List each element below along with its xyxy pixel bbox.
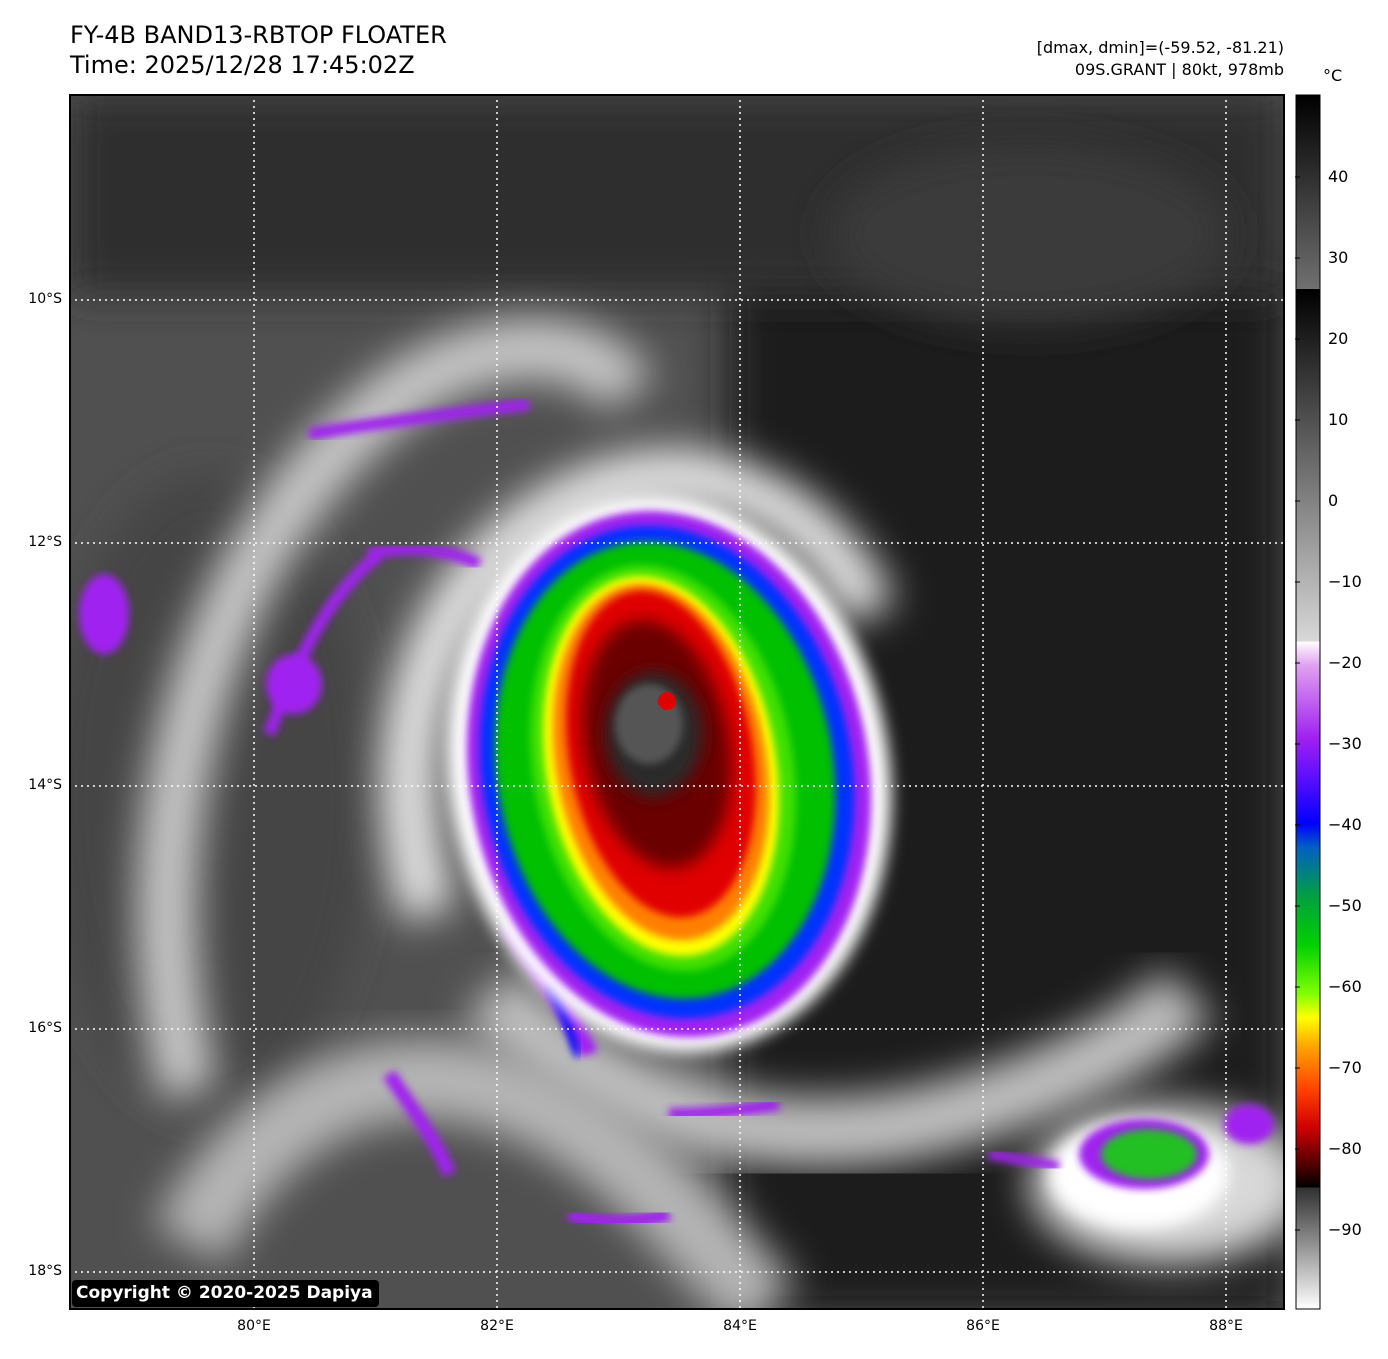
colorbar-tick-m50: −50 — [1328, 896, 1362, 915]
lon-label-84e: 84°E — [723, 1318, 757, 1334]
rainband-west — [136, 319, 654, 1102]
map-frame — [69, 94, 1285, 1310]
colorbar-tick-10: 10 — [1328, 410, 1349, 429]
eye-hot-tower — [658, 692, 676, 710]
colorbar-tick-m20: −20 — [1328, 653, 1362, 672]
graticule — [69, 94, 1285, 1310]
colorbar-tick-m90: −90 — [1328, 1220, 1362, 1239]
copyright-badge: Copyright © 2020-2025 Dapiya — [72, 1280, 379, 1307]
lon-label-88e: 88°E — [1209, 1318, 1243, 1334]
colorbar-tick-m80: −80 — [1328, 1139, 1362, 1158]
colorbar-tick-0: 0 — [1328, 491, 1339, 510]
lon-label-82e: 82°E — [480, 1318, 514, 1334]
colorbar-tick-20: 20 — [1328, 329, 1349, 348]
colorbar-tick-30: 30 — [1328, 248, 1349, 267]
rainband-inner — [381, 450, 895, 922]
colorbar-tick-m70: −70 — [1328, 1058, 1362, 1077]
colorbar-tick-m30: −30 — [1328, 734, 1362, 753]
title-time: Time: 2025/12/28 17:45:02Z — [70, 51, 415, 79]
colorbar-tick-m60: −60 — [1328, 977, 1362, 996]
lat-label-12s: 12°S — [28, 534, 62, 550]
lat-label-14s: 14°S — [28, 777, 62, 793]
lon-label-80e: 80°E — [237, 1318, 271, 1334]
lat-label-18s: 18°S — [28, 1263, 62, 1279]
title-line1: FY-4B BAND13-RBTOP FLOATER — [70, 21, 447, 49]
colorbar-tick-m40: −40 — [1328, 815, 1362, 834]
rainband-south — [464, 968, 1214, 1167]
colorbar-gradient — [1295, 94, 1321, 1310]
colorbar-tick-m10: −10 — [1328, 572, 1362, 591]
storm-info: [dmax, dmin]=(-59.52, -81.21) 09S.GRANT … — [1037, 37, 1284, 81]
colorbar — [1295, 94, 1321, 1310]
lon-label-86e: 86°E — [966, 1318, 1000, 1334]
colorbar-tick-40: 40 — [1328, 167, 1349, 186]
satellite-image — [69, 94, 1285, 1310]
colorbar-unit: °C — [1323, 66, 1343, 85]
dmax-dmin: [dmax, dmin]=(-59.52, -81.21) — [1036, 38, 1284, 57]
lat-label-10s: 10°S — [28, 291, 62, 307]
figure-title: FY-4B BAND13-RBTOP FLOATER Time: 2025/12… — [70, 20, 447, 80]
storm-summary: 09S.GRANT | 80kt, 978mb — [1074, 60, 1284, 79]
central-dense-overcast — [446, 495, 892, 1053]
lat-label-16s: 16°S — [28, 1020, 62, 1036]
